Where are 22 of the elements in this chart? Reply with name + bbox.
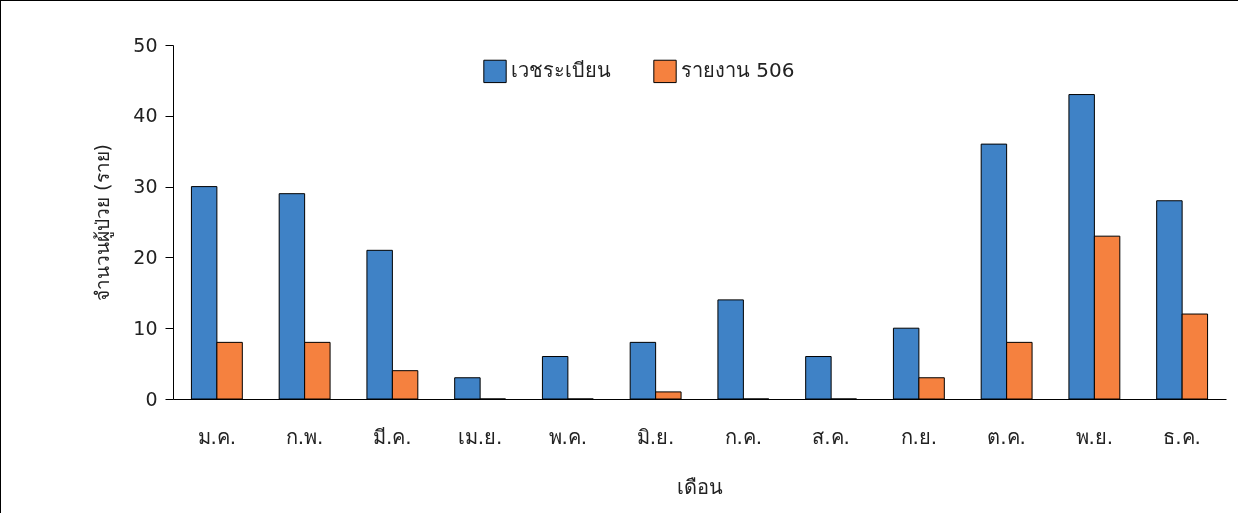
y-tick-label: 30 (133, 175, 158, 198)
y-tick-label: 40 (133, 104, 158, 127)
x-tick-label: ม.ค. (197, 424, 237, 449)
y-tick-label: 0 (145, 387, 158, 410)
legend-label: รายงาน 506 (681, 58, 795, 83)
y-axis-title: จำนวนผู้ป่วย (ราย) (91, 144, 115, 301)
legend-label: เวชระเบียน (511, 58, 611, 83)
y-tick-label: 20 (133, 245, 158, 268)
x-axis-title: เดือน (677, 474, 723, 499)
x-tick-label: ก.ค. (724, 424, 763, 449)
x-tick-label: ต.ค. (987, 424, 1026, 449)
x-tick-label: มี.ค. (373, 424, 412, 449)
x-tick-label: มิ.ย. (636, 424, 675, 449)
x-tick-label: ธ.ค. (1163, 424, 1201, 449)
x-tick-label: พ.ย. (1075, 424, 1114, 449)
x-tick-label: พ.ค. (548, 424, 588, 449)
x-tick-label: ก.พ. (285, 424, 324, 449)
x-tick-label: เม.ย. (457, 424, 503, 449)
y-tick-label: 10 (133, 316, 158, 339)
y-tick-label: 50 (133, 33, 158, 56)
x-tick-label: ก.ย. (900, 424, 938, 449)
x-tick-label: ส.ค. (812, 424, 850, 449)
